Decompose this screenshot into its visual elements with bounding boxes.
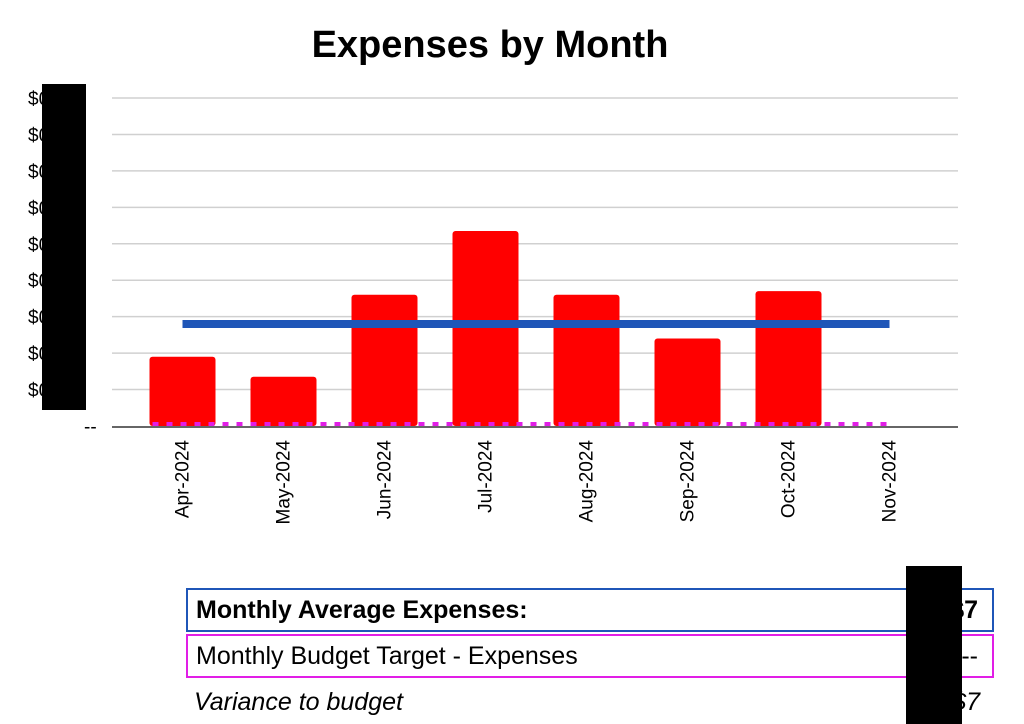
x-tick-label: Nov-2024 — [880, 440, 901, 523]
chart-title: Expenses by Month — [311, 24, 669, 66]
average-expenses-label: Monthly Average Expenses: — [196, 595, 528, 624]
x-tick-label: Apr-2024 — [173, 440, 194, 519]
y-tick-label: -- — [84, 417, 97, 438]
x-tick-label: Oct-2024 — [779, 440, 800, 519]
reference-lines — [152, 319, 890, 426]
bar — [755, 291, 822, 426]
chart-plot: --$0$0$0$0$0$0$0$0$0 Apr-2024 May-2024 Jun… — [28, 89, 958, 525]
bar — [553, 294, 620, 426]
x-tick-label: May-2024 — [274, 440, 295, 525]
gridlines — [112, 97, 958, 428]
y-axis-redaction — [42, 84, 86, 410]
variance-row: Variance to budget +$7 — [186, 680, 994, 724]
bars — [149, 231, 822, 426]
bar — [351, 294, 418, 426]
bar — [250, 376, 317, 426]
x-tick-label: Aug-2024 — [577, 440, 598, 523]
budget-target-row: Monthly Budget Target - Expenses -- — [186, 634, 994, 678]
x-tick-labels: Apr-2024 May-2024 Jun-2024 Jul-2024 Aug-2024… — [173, 440, 901, 525]
variance-label: Variance to budget — [194, 687, 403, 716]
budget-target-value: -- — [961, 641, 978, 670]
bar — [149, 356, 216, 426]
average-expenses-row: Monthly Average Expenses: $7 — [186, 588, 994, 632]
x-tick-label: Sep-2024 — [678, 440, 699, 523]
x-tick-label: Jul-2024 — [476, 440, 497, 513]
x-tick-label: Jun-2024 — [375, 440, 396, 520]
budget-target-label: Monthly Budget Target - Expenses — [196, 641, 578, 670]
bar — [654, 338, 721, 426]
summary-value-redaction — [906, 566, 962, 724]
bar — [452, 231, 519, 426]
